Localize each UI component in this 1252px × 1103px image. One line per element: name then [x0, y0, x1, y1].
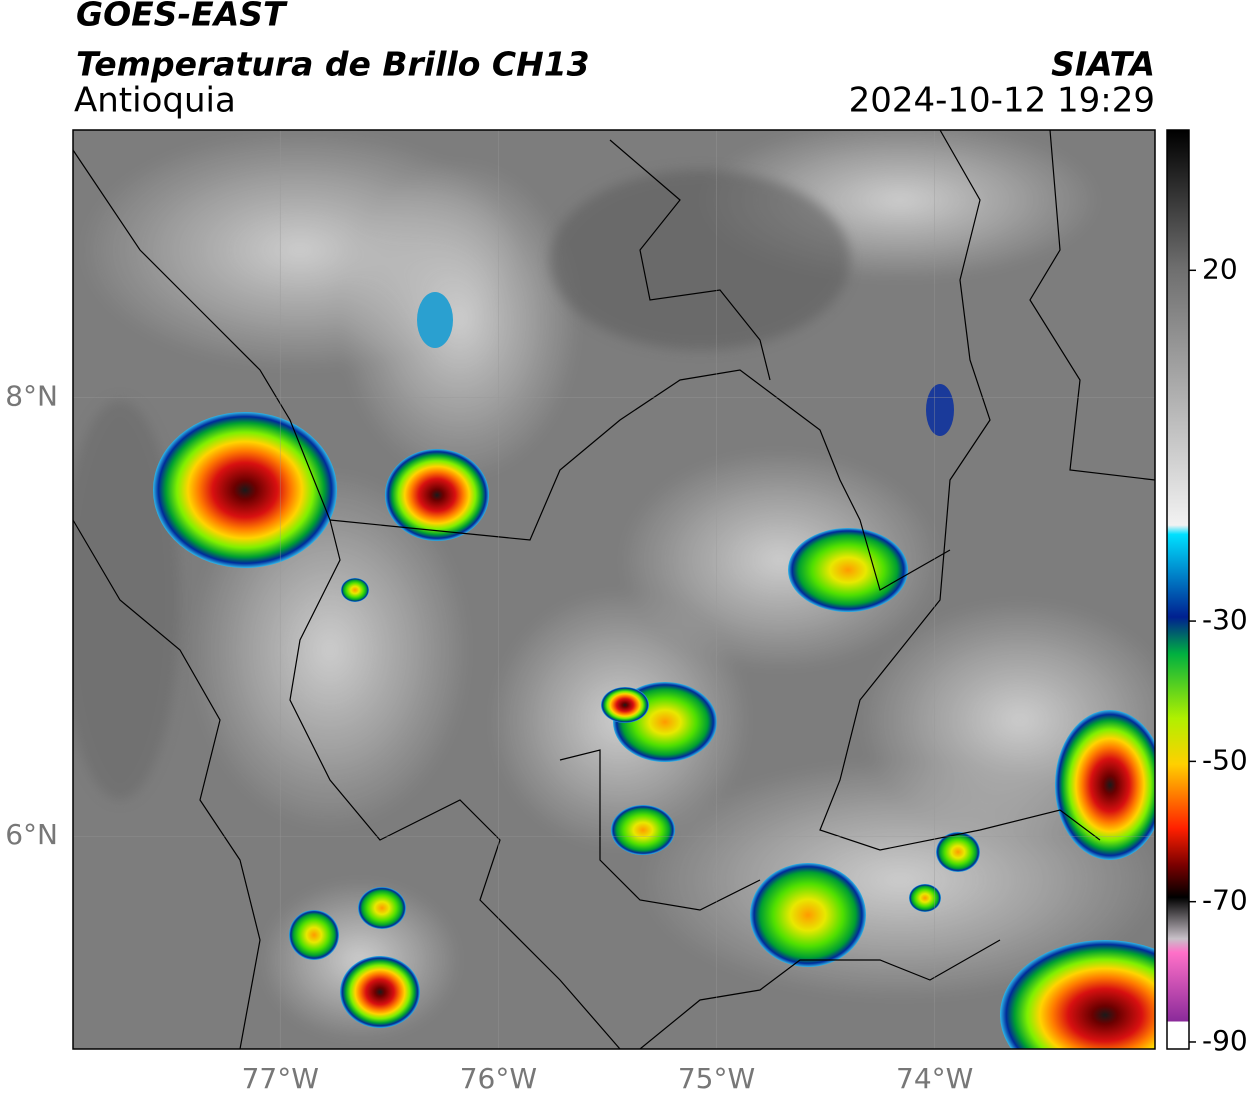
lon-label: 76°W — [460, 1062, 537, 1095]
map-image — [73, 130, 1155, 1049]
product: Temperatura de Brillo CH13 — [76, 45, 590, 84]
colorbar-label: -30 — [1202, 603, 1248, 636]
satellite: GOES-EAST — [76, 0, 288, 34]
lon-label: 77°W — [242, 1062, 319, 1095]
lat-label: 8°N — [5, 380, 58, 413]
map-frame — [72, 129, 1156, 1050]
colorbar-label: -50 — [1202, 743, 1248, 776]
colorbar-label: -90 — [1202, 1024, 1248, 1057]
lon-label: 75°W — [678, 1062, 755, 1095]
lon-label: 74°W — [896, 1062, 973, 1095]
source: SIATA — [1051, 45, 1155, 84]
lat-label: 6°N — [5, 818, 58, 851]
region: Antioquia — [74, 81, 236, 121]
datetime: 2024-10-12 19:29 — [849, 81, 1155, 121]
colorbar-label: 20 — [1202, 252, 1238, 285]
colorbar — [1166, 129, 1190, 1050]
colorbar-label: -70 — [1202, 884, 1248, 917]
